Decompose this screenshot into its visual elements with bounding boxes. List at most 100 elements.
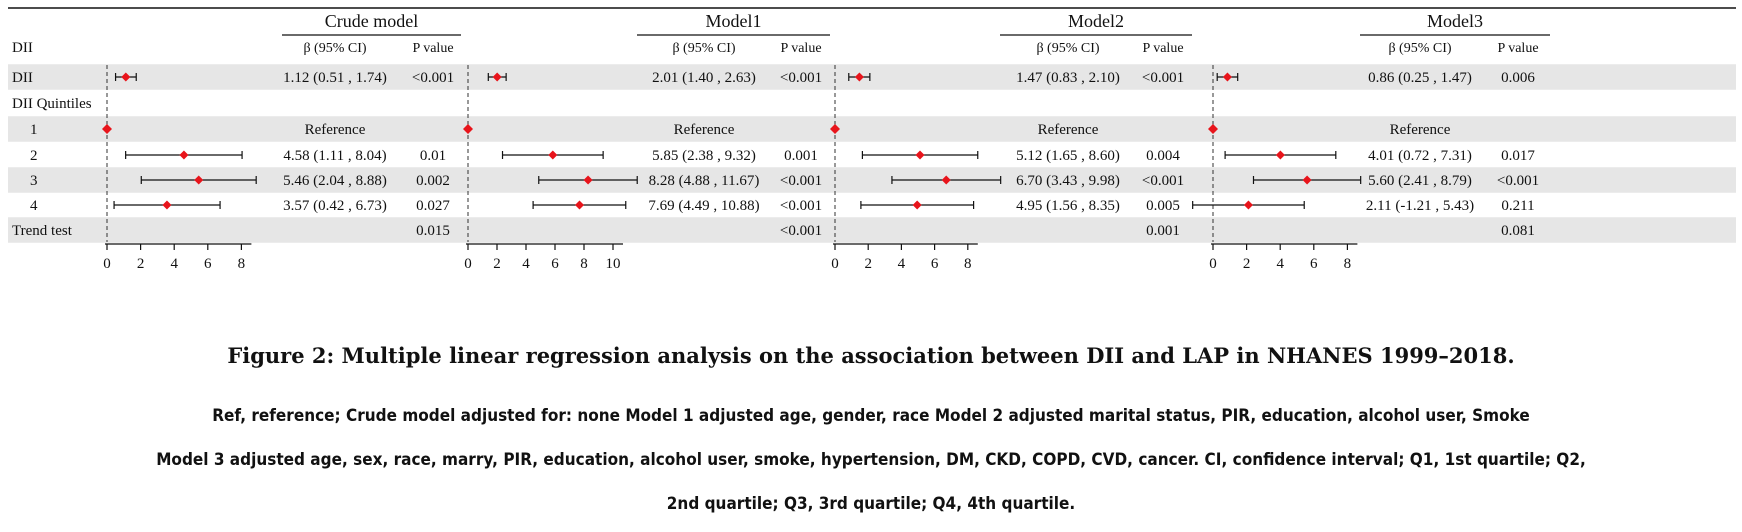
reference-label: Reference xyxy=(674,122,735,138)
p-value: <0.001 xyxy=(780,198,822,214)
x-tick-label: 6 xyxy=(551,256,559,272)
x-tick-label: 0 xyxy=(831,256,839,272)
x-tick-label: 2 xyxy=(1243,256,1251,272)
p-value: <0.001 xyxy=(412,70,454,86)
p-value: 0.006 xyxy=(1501,70,1535,86)
p-value: 0.002 xyxy=(416,173,450,189)
x-tick-label: 8 xyxy=(964,256,972,272)
p-value: 0.211 xyxy=(1501,198,1534,214)
beta-ci-value: 1.12 (0.51 , 1.74) xyxy=(283,70,387,86)
x-tick-label: 4 xyxy=(522,256,530,272)
panel-title: Model3 xyxy=(1427,11,1483,31)
p-value: 0.015 xyxy=(416,223,450,239)
beta-ci-value: 7.69 (4.49 , 10.88) xyxy=(648,198,759,214)
row-label: DII xyxy=(12,70,33,86)
estimate-point xyxy=(1222,72,1232,82)
estimate-point xyxy=(121,72,131,82)
row-label: 4 xyxy=(30,198,38,214)
panel-title: Model2 xyxy=(1068,11,1124,31)
p-value: <0.001 xyxy=(780,70,822,86)
row-label: DII Quintiles xyxy=(12,96,92,112)
x-tick-label: 10 xyxy=(606,256,621,272)
row-shade xyxy=(8,64,1736,90)
estimate-point xyxy=(1208,124,1218,134)
p-value: 0.004 xyxy=(1146,148,1180,164)
x-tick-label: 6 xyxy=(1310,256,1318,272)
x-tick-label: 8 xyxy=(238,256,246,272)
reference-label: Reference xyxy=(305,122,366,138)
p-value: <0.001 xyxy=(1142,173,1184,189)
beta-ci-value: 6.70 (3.43 , 9.98) xyxy=(1016,173,1120,189)
x-tick-label: 2 xyxy=(493,256,501,272)
beta-ci-value: 2.01 (1.40 , 2.63) xyxy=(652,70,756,86)
estimate-point xyxy=(548,150,558,160)
p-value: <0.001 xyxy=(780,223,822,239)
figure-caption-title: Figure 2: Multiple linear regression ana… xyxy=(227,343,1515,368)
p-value-header: P value xyxy=(1142,41,1183,56)
figure-caption-notes: Ref, reference; Crude model adjusted for… xyxy=(87,394,1655,526)
x-tick-label: 0 xyxy=(464,256,472,272)
x-tick-label: 4 xyxy=(1276,256,1284,272)
p-value-header: P value xyxy=(1497,41,1538,56)
beta-ci-header: β (95% CI) xyxy=(1388,41,1451,56)
p-value: <0.001 xyxy=(780,173,822,189)
estimate-point xyxy=(102,124,112,134)
p-value: 0.01 xyxy=(420,148,446,164)
p-value: <0.001 xyxy=(1497,173,1539,189)
estimate-point xyxy=(179,150,189,160)
caption-line-2: Model 3 adjusted age, sex, race, marry, … xyxy=(156,450,1586,470)
p-value: 0.001 xyxy=(784,148,818,164)
estimate-point xyxy=(912,200,922,210)
row-label: 2 xyxy=(30,148,38,164)
beta-ci-value: 4.95 (1.56 , 8.35) xyxy=(1016,198,1120,214)
x-tick-label: 4 xyxy=(898,256,906,272)
x-tick-label: 0 xyxy=(103,256,111,272)
beta-ci-value: 5.60 (2.41 , 8.79) xyxy=(1368,173,1472,189)
estimate-point xyxy=(941,175,951,185)
beta-ci-value: 1.47 (0.83 , 2.10) xyxy=(1016,70,1120,86)
reference-label: Reference xyxy=(1038,122,1099,138)
beta-ci-header: β (95% CI) xyxy=(303,41,366,56)
beta-ci-header: β (95% CI) xyxy=(672,41,735,56)
estimate-point xyxy=(1243,200,1253,210)
estimate-point xyxy=(854,72,864,82)
estimate-point xyxy=(915,150,925,160)
beta-ci-value: 5.85 (2.38 , 9.32) xyxy=(652,148,756,164)
row-label: 3 xyxy=(30,173,38,189)
p-value-header: P value xyxy=(412,41,453,56)
beta-ci-value: 3.57 (0.42 , 6.73) xyxy=(283,198,387,214)
p-value: 0.017 xyxy=(1501,148,1535,164)
beta-ci-value: 8.28 (4.88 , 11.67) xyxy=(649,173,760,189)
beta-ci-header: β (95% CI) xyxy=(1036,41,1099,56)
column-header-row: DII xyxy=(12,40,33,56)
estimate-point xyxy=(830,124,840,134)
caption-line-3: 2nd quartile; Q3, 3rd quartile; Q4, 4th … xyxy=(666,494,1076,514)
beta-ci-value: 4.58 (1.11 , 8.04) xyxy=(283,148,386,164)
panel-title: Crude model xyxy=(325,11,418,31)
estimate-point xyxy=(463,124,473,134)
estimate-point xyxy=(1275,150,1285,160)
beta-ci-value: 5.12 (1.65 , 8.60) xyxy=(1016,148,1120,164)
beta-ci-value: 0.86 (0.25 , 1.47) xyxy=(1368,70,1472,86)
p-value: 0.081 xyxy=(1501,223,1535,239)
panel-title: Model1 xyxy=(706,11,762,31)
x-tick-label: 8 xyxy=(1344,256,1352,272)
row-label: Trend test xyxy=(12,223,73,239)
beta-ci-value: 5.46 (2.04 , 8.88) xyxy=(283,173,387,189)
row-shade xyxy=(8,167,1736,193)
x-tick-label: 8 xyxy=(580,256,588,272)
estimate-point xyxy=(583,175,593,185)
p-value: 0.005 xyxy=(1146,198,1180,214)
reference-label: Reference xyxy=(1390,122,1451,138)
x-tick-label: 2 xyxy=(864,256,872,272)
p-value-header: P value xyxy=(780,41,821,56)
estimate-point xyxy=(575,200,585,210)
p-value: 0.027 xyxy=(416,198,450,214)
beta-ci-value: 2.11 (-1.21 , 5.43) xyxy=(1366,198,1474,214)
row-shade xyxy=(8,217,1736,243)
row-shade xyxy=(8,116,1736,142)
estimate-point xyxy=(1302,175,1312,185)
estimate-point xyxy=(162,200,172,210)
x-tick-label: 2 xyxy=(137,256,145,272)
estimate-point xyxy=(194,175,204,185)
